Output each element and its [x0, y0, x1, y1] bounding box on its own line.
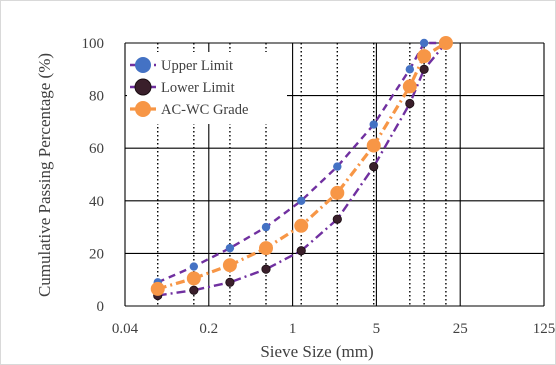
data-point	[297, 196, 306, 205]
data-point	[369, 162, 379, 172]
legend-label: Upper Limit	[161, 58, 233, 74]
data-point	[366, 138, 381, 153]
y-axis-title: Cumulative Passing Percentage (%)	[35, 53, 54, 297]
data-point	[222, 258, 237, 273]
data-point	[405, 98, 415, 109]
data-point	[186, 271, 201, 286]
series-line	[157, 41, 446, 284]
data-point	[438, 36, 453, 50]
series-line	[157, 42, 447, 297]
x-tick-label: 25	[453, 321, 468, 337]
legend: Upper Limit Lower Limit AC-WC Grade	[127, 52, 287, 124]
tick-labels: 0.04 0.2 1 5 25 125 0 20 40 60 80 100	[82, 36, 556, 337]
y-tick-label: 0	[97, 299, 105, 315]
data-point	[333, 162, 342, 171]
data-point	[261, 264, 271, 274]
y-tick-label: 40	[89, 194, 104, 210]
x-tick-label: 5	[373, 321, 381, 337]
x-tick-label: 1	[289, 321, 297, 337]
x-tick-label: 125	[533, 321, 556, 337]
data-point	[259, 241, 274, 256]
legend-marker	[135, 57, 151, 73]
y-tick-label: 20	[89, 246, 104, 262]
y-tick-label: 100	[82, 36, 105, 52]
data-point	[261, 222, 271, 232]
legend-marker	[135, 101, 151, 117]
y-tick-label: 80	[89, 89, 104, 105]
data-point	[189, 285, 199, 295]
data-point	[225, 277, 235, 287]
x-tick-label: 0.2	[199, 321, 218, 337]
data-point	[402, 79, 417, 94]
data-point	[225, 243, 235, 253]
legend-label: Lower Limit	[161, 80, 235, 96]
data-point	[150, 281, 165, 296]
legend-marker	[134, 78, 152, 96]
data-point	[296, 246, 306, 256]
data-point	[332, 214, 342, 224]
series-upper-limit	[153, 38, 451, 287]
data-point	[294, 218, 309, 233]
legend-label: AC-WC Grade	[161, 102, 248, 118]
data-point	[369, 120, 378, 129]
series-ac-wc-grade	[150, 36, 453, 296]
data-point	[330, 185, 345, 200]
x-axis-title: Sieve Size (mm)	[260, 342, 373, 361]
data-point	[189, 262, 199, 271]
y-tick-label: 60	[89, 141, 104, 157]
data-point	[405, 65, 415, 74]
data-point	[419, 64, 429, 74]
series-layer	[150, 36, 453, 301]
data-point	[417, 49, 432, 64]
data-point	[419, 38, 429, 48]
x-tick-label: 0.04	[112, 321, 139, 337]
